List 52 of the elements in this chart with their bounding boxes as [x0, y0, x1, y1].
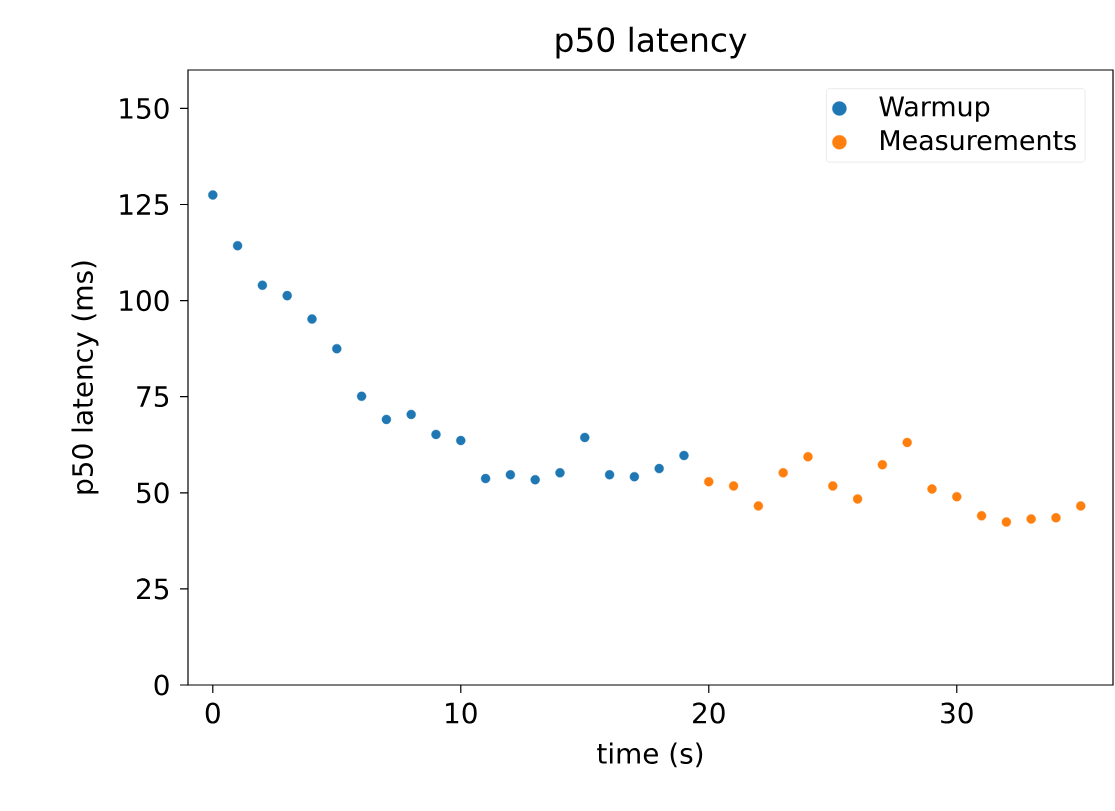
point: [679, 450, 689, 461]
point: [778, 468, 788, 478]
point: [704, 476, 714, 487]
point: [381, 414, 392, 425]
point: [505, 470, 516, 480]
y-tick-label: 75: [137, 386, 169, 408]
legend-label: Warmup: [879, 96, 990, 122]
point: [976, 511, 987, 521]
point: [1026, 514, 1036, 524]
y-axis-title: p50 latency (ms): [71, 261, 99, 494]
point: [356, 391, 367, 402]
point: [753, 501, 764, 511]
point: [728, 481, 739, 491]
point: [952, 491, 962, 502]
point: [828, 481, 838, 491]
point: [852, 494, 863, 504]
point: [654, 463, 664, 474]
point: [282, 290, 292, 301]
point: [803, 451, 813, 462]
point: [257, 280, 268, 290]
x-tick-label: 0: [205, 702, 220, 724]
y-tick-label: 125: [120, 193, 169, 216]
point: [555, 468, 565, 478]
y-tick-label: 50: [137, 482, 169, 504]
x-tick-label: 20: [693, 702, 725, 724]
x-axis-title: time (s): [597, 742, 703, 768]
point: [1051, 513, 1061, 523]
y-tick-label: 150: [120, 97, 169, 119]
point: [332, 343, 342, 354]
point: [902, 437, 912, 448]
point: [480, 473, 491, 484]
point: [232, 240, 243, 251]
y-tick-label: 100: [120, 290, 169, 312]
x-tick-label: 10: [446, 702, 477, 724]
y-tick-label: 25: [137, 578, 169, 600]
point: [604, 470, 615, 480]
point: [1001, 517, 1012, 527]
point: [208, 190, 218, 200]
x-tick-label: 30: [941, 702, 973, 724]
point: [431, 429, 441, 440]
point: [406, 409, 416, 420]
point: [1076, 501, 1086, 511]
legend-label: Measurements: [881, 130, 1076, 151]
point: [307, 314, 317, 324]
y-tick-label: 0: [154, 674, 169, 696]
point: [629, 471, 640, 482]
point: [927, 484, 937, 494]
point: [530, 475, 540, 485]
point: [456, 435, 466, 446]
point: [877, 460, 888, 470]
chart-title: p50 latency: [556, 26, 747, 59]
point: [580, 432, 590, 443]
